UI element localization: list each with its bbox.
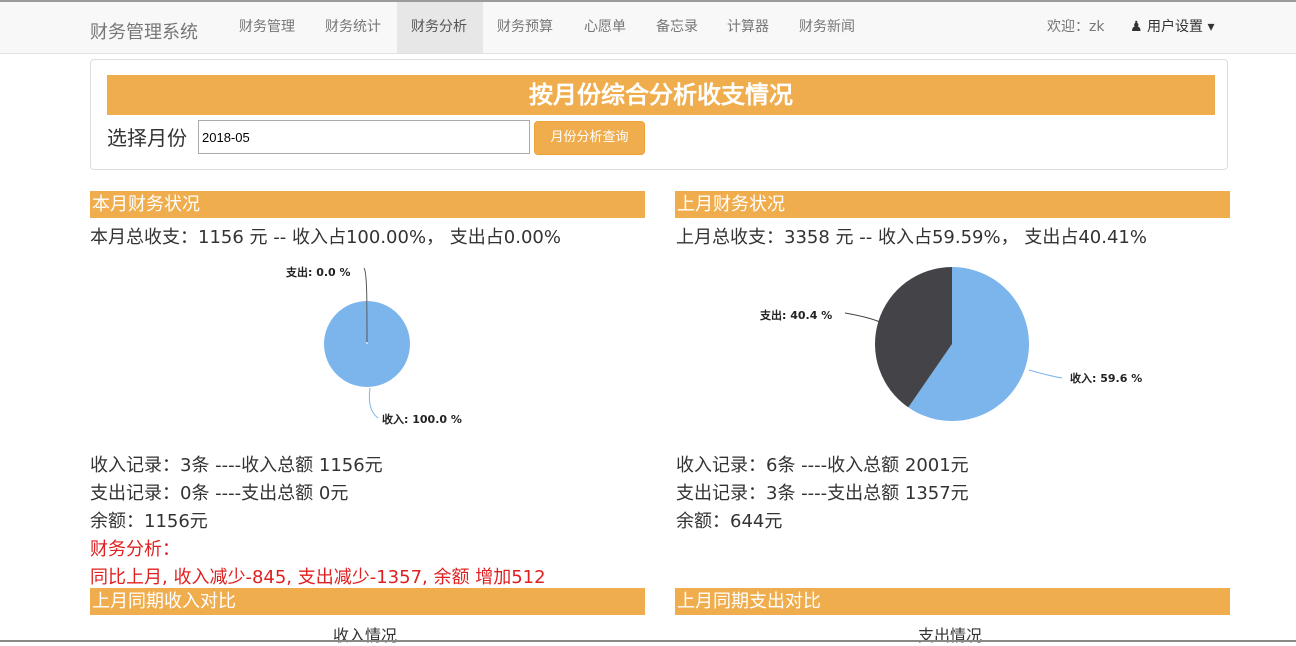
- previous-month-pie: 支出: 40.4 % 收入: 59.6 %: [740, 250, 1160, 440]
- pie-label-expense: 支出: 40.4 %: [759, 308, 832, 322]
- analysis-label: 财务分析：: [90, 535, 180, 561]
- nav-memo[interactable]: 备忘录: [642, 2, 712, 53]
- pie-connector-income: [369, 388, 378, 418]
- nav-finance-stats[interactable]: 财务统计: [311, 2, 395, 53]
- caret-down-icon: ▾: [1207, 19, 1214, 35]
- pie-connector-income: [1029, 370, 1062, 378]
- navbar: 财务管理系统 财务管理 财务统计 财务分析 财务预算 心愿单 备忘录 计算器 财…: [0, 2, 1296, 54]
- user-settings-label: 用户设置: [1147, 19, 1203, 35]
- previous-month-header: 上月财务状况: [675, 191, 1230, 218]
- previous-balance-line: 余额：644元: [676, 507, 782, 533]
- nav-wishlist[interactable]: 心愿单: [570, 2, 640, 53]
- analysis-text: 同比上月, 收入减少-845, 支出减少-1357, 余额 增加512: [90, 563, 546, 589]
- month-query-button[interactable]: 月份分析查询: [534, 121, 645, 155]
- nav-finance-analysis[interactable]: 财务分析: [397, 2, 483, 53]
- pie-label-income: 收入: 59.6 %: [1070, 371, 1142, 385]
- user-icon: ♟: [1130, 19, 1143, 35]
- nav-finance-budget[interactable]: 财务预算: [483, 2, 567, 53]
- pie-connector-expense: [845, 313, 880, 322]
- month-label: 选择月份: [107, 122, 187, 151]
- expense-compare-header: 上月同期支出对比: [675, 588, 1230, 615]
- previous-month-summary: 上月总收支：3358 元 -- 收入占59.59%， 支出占40.41%: [676, 223, 1147, 249]
- nav-calculator[interactable]: 计算器: [713, 2, 783, 53]
- current-balance-line: 余额：1156元: [90, 507, 208, 533]
- previous-income-line: 收入记录：6条 ----收入总额 2001元: [676, 451, 969, 477]
- expense-compare-subtitle: 支出情况: [918, 622, 982, 646]
- income-compare-header: 上月同期收入对比: [90, 588, 645, 615]
- pie-label-expense: 支出: 0.0 %: [285, 265, 351, 279]
- month-input[interactable]: [198, 120, 530, 154]
- user-settings-menu[interactable]: ♟ 用户设置 ▾: [1130, 2, 1215, 53]
- pie-label-income: 收入: 100.0 %: [382, 412, 462, 426]
- nav-finance-manage[interactable]: 财务管理: [225, 2, 309, 53]
- current-month-header: 本月财务状况: [90, 191, 645, 218]
- current-month-summary: 本月总收支：1156 元 -- 收入占100.00%， 支出占0.00%: [90, 223, 561, 249]
- welcome-text: 欢迎：zk: [1047, 2, 1104, 53]
- previous-expense-line: 支出记录：3条 ----支出总额 1357元: [676, 479, 969, 505]
- panel-title: 按月份综合分析收支情况: [107, 75, 1215, 115]
- income-compare-subtitle: 收入情况: [333, 622, 397, 646]
- current-month-pie: 支出: 0.0 % 收入: 100.0 %: [250, 250, 510, 440]
- current-income-line: 收入记录：3条 ----收入总额 1156元: [90, 451, 383, 477]
- brand[interactable]: 财务管理系统: [90, 18, 198, 44]
- nav-finance-news[interactable]: 财务新闻: [785, 2, 869, 53]
- current-expense-line: 支出记录：0条 ----支出总额 0元: [90, 479, 348, 505]
- month-query-panel: 按月份综合分析收支情况 选择月份 月份分析查询: [90, 59, 1228, 170]
